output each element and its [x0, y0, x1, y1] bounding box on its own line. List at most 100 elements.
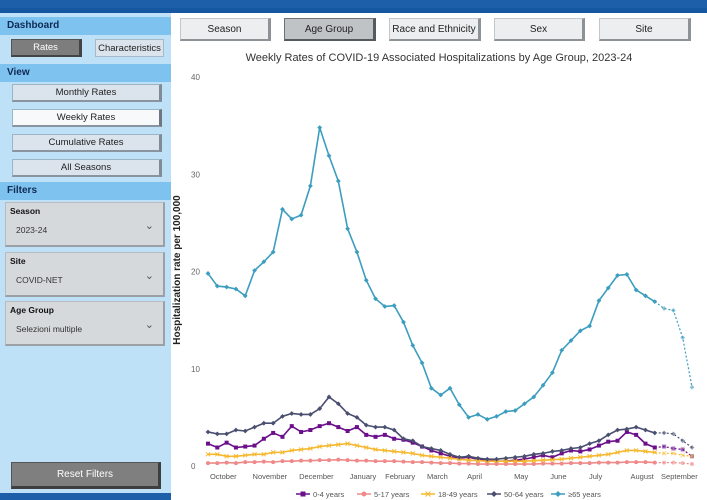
cumulative-rates-button[interactable]: Cumulative Rates — [12, 134, 162, 152]
data-point — [233, 286, 239, 292]
legend-marker — [555, 491, 561, 497]
data-point — [456, 454, 462, 460]
data-point — [503, 409, 509, 414]
data-point — [624, 272, 630, 277]
tab-race-and-ethnicity[interactable]: Race and Ethnicity — [389, 18, 481, 41]
data-point — [447, 385, 453, 391]
y-tick-label: 40 — [191, 73, 200, 82]
data-point — [280, 434, 285, 439]
data-point — [206, 441, 210, 446]
data-point — [615, 427, 620, 433]
characteristics-button[interactable]: Characteristics — [95, 39, 164, 57]
data-point — [605, 285, 611, 291]
all-seasons-button[interactable]: All Seasons — [12, 159, 162, 177]
data-point — [605, 432, 611, 438]
data-point — [643, 449, 648, 454]
data-point — [233, 461, 238, 466]
legend-marker — [425, 491, 431, 497]
tab-sex[interactable]: Sex — [494, 18, 585, 41]
rates-button[interactable]: Rates — [11, 39, 82, 57]
data-point — [661, 430, 667, 436]
data-point — [596, 460, 601, 465]
data-point — [540, 457, 546, 463]
reset-filters-button[interactable]: Reset Filters — [11, 462, 161, 489]
data-point — [522, 457, 527, 462]
sidebar: Dashboard Rates Characteristics View Mon… — [0, 13, 171, 500]
data-point — [289, 448, 295, 453]
data-point — [522, 458, 527, 464]
data-point — [345, 226, 351, 232]
data-point — [475, 412, 481, 417]
data-point — [261, 451, 267, 457]
top-bar-line — [0, 8, 707, 13]
data-point — [429, 453, 434, 459]
data-point — [503, 462, 508, 467]
tab-season[interactable]: Season — [180, 18, 271, 41]
data-point — [606, 460, 611, 465]
data-point — [354, 425, 359, 430]
data-point — [224, 453, 229, 459]
data-point — [596, 443, 601, 448]
data-point — [689, 445, 695, 450]
data-point — [326, 443, 332, 448]
data-point — [680, 447, 685, 452]
data-point — [643, 427, 648, 433]
data-point — [363, 445, 369, 450]
data-point — [419, 360, 425, 366]
data-point — [307, 183, 313, 189]
season-filter-value: 2023-24 — [16, 225, 48, 235]
data-point — [317, 458, 322, 463]
data-point — [615, 438, 620, 443]
legend-label: ≥65 years — [568, 490, 601, 499]
x-tick-label: May — [514, 472, 528, 481]
data-point — [652, 299, 658, 305]
data-point — [596, 438, 602, 444]
data-point — [252, 424, 257, 430]
x-tick-label: July — [589, 472, 603, 481]
site-filter[interactable]: Site COVID-NET ⌄ — [5, 252, 165, 297]
data-point — [549, 449, 555, 454]
tab-age-group[interactable]: Age Group — [284, 18, 376, 41]
view-header: View — [0, 64, 171, 82]
data-point — [354, 443, 360, 448]
season-filter-label: Season — [10, 206, 41, 216]
y-tick-label: 10 — [191, 365, 200, 374]
age-group-filter[interactable]: Age Group Selezioni multiple ⌄ — [5, 301, 165, 346]
data-point — [224, 440, 229, 445]
data-point — [336, 425, 341, 430]
data-point — [550, 455, 555, 460]
data-point — [206, 461, 210, 466]
data-point — [466, 461, 471, 466]
season-filter[interactable]: Season 2023-24 ⌄ — [5, 202, 165, 247]
data-point — [633, 287, 639, 293]
monthly-rates-button[interactable]: Monthly Rates — [12, 84, 162, 102]
data-point — [587, 447, 592, 452]
data-point — [670, 431, 676, 437]
data-point — [410, 343, 416, 348]
data-point — [252, 460, 257, 465]
y-tick-label: 30 — [191, 170, 200, 179]
x-tick-label: September — [661, 472, 698, 481]
data-point — [456, 402, 462, 408]
data-point — [252, 443, 257, 448]
data-point — [494, 462, 499, 467]
data-point — [382, 459, 387, 464]
data-point — [354, 414, 360, 420]
data-point — [475, 462, 480, 467]
data-point — [587, 461, 592, 466]
x-tick-label: January — [350, 472, 377, 481]
data-point — [308, 458, 313, 463]
data-point — [233, 445, 238, 450]
data-point — [670, 308, 676, 313]
data-point — [680, 438, 686, 444]
data-point — [233, 453, 239, 459]
data-point — [391, 427, 397, 433]
chevron-down-icon: ⌄ — [144, 220, 154, 232]
data-point — [289, 411, 295, 416]
tab-site[interactable]: Site — [599, 18, 691, 41]
data-point — [252, 268, 257, 273]
data-point — [624, 460, 629, 465]
weekly-rates-button[interactable]: Weekly Rates — [12, 109, 162, 127]
data-point — [475, 455, 481, 461]
data-point — [624, 426, 630, 432]
